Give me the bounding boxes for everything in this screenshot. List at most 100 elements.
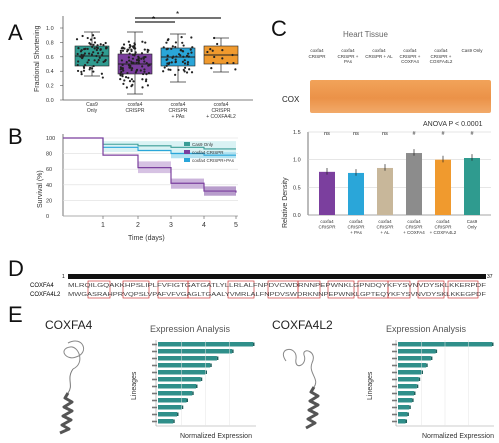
- a-point: [95, 54, 98, 58]
- a-point: [128, 80, 132, 83]
- e-bar: [158, 356, 217, 361]
- a-point: [190, 71, 194, 74]
- a-point: [144, 41, 147, 44]
- c-sig-label: ns: [353, 131, 359, 137]
- a-point: [133, 45, 136, 48]
- a-point: [216, 42, 219, 46]
- a-point: [137, 57, 140, 60]
- a-point: [139, 69, 142, 72]
- a-point: [119, 68, 122, 71]
- a-point: [131, 53, 134, 56]
- e-bar-end: [426, 363, 428, 367]
- a-point: [167, 38, 170, 41]
- e-bar-end: [173, 419, 175, 423]
- e-bar-end: [409, 405, 411, 409]
- a-point: [76, 69, 80, 73]
- a-group-label: coxfa4: [128, 102, 143, 108]
- a-point: [127, 76, 130, 79]
- seq-row2: MWGASRAHPRVQPSLVPAFVFVGAGLTGAALYVMRLALFN…: [68, 292, 486, 298]
- panel-d-alignment: 1 37 COXFA4 COXFA4L2 MLRQILGQAKKHPSLIPLF…: [30, 274, 493, 299]
- d-identity-box: [227, 280, 255, 299]
- a-point: [92, 51, 95, 54]
- a-point: [131, 67, 134, 70]
- a-point: [148, 64, 151, 67]
- c-bar: [435, 159, 451, 215]
- e-bar-end: [196, 384, 198, 388]
- a-point: [183, 59, 186, 62]
- b-xtick-label: 1: [101, 222, 105, 229]
- a-point: [142, 72, 145, 76]
- a-point: [212, 61, 215, 65]
- a-group-label: + PAs: [171, 114, 185, 120]
- c-bar-label: coxfa4: [378, 219, 392, 224]
- blot-lane-label: coxfa4 CRISPR + PAs: [337, 48, 359, 64]
- a-point: [141, 65, 144, 68]
- a-point: [134, 51, 137, 54]
- d-identity-box: [447, 280, 479, 299]
- a-point: [80, 70, 83, 73]
- c-ytick-label: 0.0: [293, 213, 301, 219]
- a-point: [95, 48, 98, 52]
- a-point: [93, 36, 96, 40]
- e-bar-end: [210, 363, 212, 367]
- a-point: [210, 67, 213, 70]
- c-bar-label: + AL: [380, 230, 390, 235]
- a-point: [140, 52, 144, 55]
- e-bar-end: [412, 398, 414, 402]
- e-bar-end: [216, 356, 219, 360]
- a-point: [122, 69, 125, 72]
- panel-label-d: D: [8, 256, 24, 281]
- panel-c-title: Heart Tissue: [343, 30, 388, 39]
- c-bar: [319, 171, 335, 215]
- a-group-label: CRISPR: [169, 108, 188, 114]
- a-point: [185, 54, 189, 57]
- e-bar: [398, 349, 436, 354]
- expression-chart-1: Expression Analysis Lineages Normalized …: [131, 324, 256, 440]
- c-bar: [406, 153, 422, 215]
- c-bar-label: coxfa4: [320, 219, 334, 224]
- b-xtick-label: 5: [234, 222, 238, 229]
- a-point: [92, 70, 95, 73]
- a-point: [213, 36, 216, 40]
- b-legend-swatch: [184, 150, 190, 154]
- e-bar: [398, 370, 422, 375]
- a-ytick-label: 0.6: [46, 55, 54, 61]
- e-bar-end: [418, 377, 421, 381]
- b-xtick-label: 3: [169, 222, 173, 229]
- e-bar-end: [405, 419, 408, 423]
- e-bar-end: [186, 398, 188, 402]
- seq-row1-name: COXFA4: [30, 283, 54, 289]
- panel-a-ylabel: Fractional Shortening: [34, 25, 41, 92]
- c-sig-label: #: [470, 131, 474, 137]
- c-bar-label: + PAs: [350, 230, 363, 235]
- a-point: [92, 34, 95, 37]
- e-bar-end: [492, 342, 494, 346]
- a-point: [91, 45, 94, 49]
- e-bar-end: [416, 384, 419, 388]
- a-point: [143, 60, 146, 63]
- a-point: [119, 51, 123, 54]
- a-point: [171, 45, 174, 48]
- a-point: [226, 61, 229, 65]
- e-bar: [398, 398, 413, 403]
- a-point: [187, 55, 190, 58]
- c-sig-label: ns: [382, 131, 388, 137]
- alignment-bar: [68, 274, 486, 279]
- a-point: [167, 68, 170, 71]
- a-point: [99, 48, 102, 51]
- expr-chart-2-ylabel: Lineages: [367, 371, 374, 400]
- a-point: [179, 48, 182, 52]
- b-curve-crispr: [63, 137, 237, 193]
- a-point: [82, 65, 85, 68]
- c-bar: [377, 167, 393, 215]
- a-group-label: CRISPR: [212, 108, 231, 114]
- a-point: [77, 47, 80, 50]
- a-point: [123, 47, 126, 50]
- panel-label-e: E: [8, 302, 23, 327]
- a-point: [145, 78, 148, 81]
- a-group-label: + COXFA4L2: [206, 114, 236, 120]
- panel-b-xlabel: Time (days): [128, 235, 165, 242]
- d-identity-box: [122, 280, 150, 299]
- a-point: [88, 52, 91, 55]
- a-group-label: coxfa4: [214, 102, 229, 108]
